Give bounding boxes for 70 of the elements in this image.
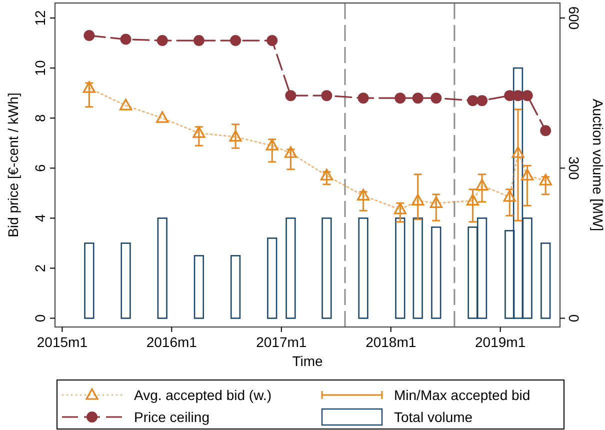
point (119, 98, 132, 110)
bar (230, 255, 241, 319)
legend-label: Total volume (394, 409, 473, 425)
point (193, 35, 204, 46)
point (476, 95, 488, 106)
point (120, 34, 132, 45)
bar (412, 218, 423, 319)
y-tick-label: 0 (32, 314, 48, 322)
y-axis-title: Bid price [€-cent / kWh] (5, 92, 21, 238)
text: Min/Max accepted bid (394, 387, 530, 403)
point (466, 194, 480, 206)
y-tick-label: 10 (32, 60, 48, 76)
point (356, 188, 370, 200)
point (230, 35, 242, 46)
y-tick-label: 8 (32, 114, 48, 122)
bar (322, 218, 332, 319)
x-tick-label: 2018m1 (366, 334, 416, 350)
point (476, 178, 488, 190)
y-tick-label: 12 (32, 10, 48, 26)
y2-axis-title: Auction volume [MW] (590, 98, 605, 232)
point (284, 146, 298, 158)
point (503, 190, 516, 202)
y-tick-label: 2 (32, 264, 48, 272)
x-axis-title: Time (292, 353, 324, 369)
point (522, 90, 533, 102)
point (540, 125, 552, 136)
bar (267, 238, 278, 319)
point (266, 35, 278, 46)
point (430, 196, 442, 208)
y-tick-label: 4 (32, 214, 48, 222)
point (412, 194, 424, 206)
x-tick-label: 2017m1 (256, 334, 307, 350)
x-tick-label: 2015m1 (36, 334, 88, 350)
y2-tick-label: 600 (566, 6, 582, 30)
bar (358, 218, 368, 319)
bar (395, 218, 406, 319)
bar (286, 218, 296, 319)
point (285, 90, 296, 102)
point (82, 81, 96, 93)
point (358, 92, 369, 104)
point (394, 202, 406, 214)
x-tick-label: 2019m1 (475, 334, 526, 350)
point (229, 130, 242, 142)
y-tick-label: 6 (32, 164, 48, 172)
x-tick-label: 2016m1 (146, 334, 198, 350)
point (394, 92, 406, 104)
y2-tick-label: 0 (566, 314, 582, 322)
point (539, 174, 552, 186)
point (192, 126, 206, 138)
point (430, 92, 442, 104)
bar (120, 242, 131, 319)
point (156, 35, 168, 46)
legend-label: Avg. accepted bid (w.) (134, 387, 272, 403)
point (321, 90, 332, 102)
bar (431, 226, 442, 319)
bar (194, 255, 204, 319)
legend-label: Price ceiling (134, 409, 210, 425)
point (521, 168, 534, 180)
point (156, 111, 169, 123)
bar (540, 242, 551, 319)
point (412, 92, 424, 104)
point (467, 95, 478, 106)
point (512, 90, 524, 102)
bar (84, 242, 94, 319)
point (266, 138, 278, 150)
point (512, 146, 524, 158)
y2-tick-label: 300 (566, 156, 582, 180)
point (320, 168, 333, 180)
point (84, 30, 95, 42)
bar (157, 218, 168, 319)
